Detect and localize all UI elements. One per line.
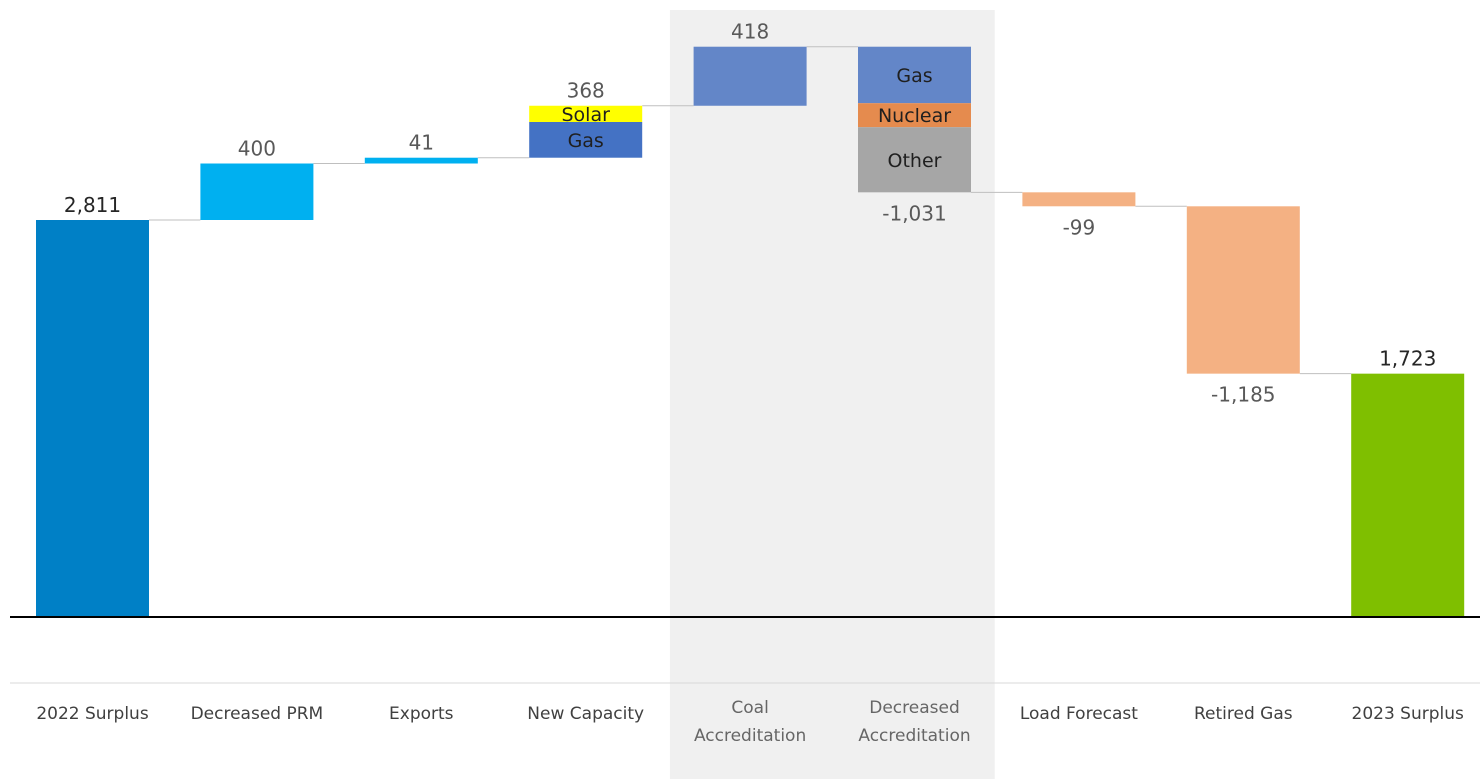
category-label-decreased-prm: Decreased PRM: [191, 704, 324, 724]
segment-label-other: Other: [888, 150, 942, 172]
bar-segment-decreased-accreditation-other: [858, 127, 971, 193]
category-label-exports: Exports: [389, 704, 454, 724]
bar-coal-accreditation: [693, 46, 807, 106]
category-label-decreased-accreditation-line1: Decreased: [869, 698, 960, 718]
value-label-retired-gas: -1,185: [1211, 383, 1275, 407]
value-label-decreased-prm: 400: [238, 137, 276, 161]
value-label-new-capacity: 368: [567, 79, 605, 103]
bar-load-forecast: [1022, 192, 1136, 207]
bar-retired-gas: [1186, 206, 1300, 374]
category-label-new-capacity: New Capacity: [527, 704, 644, 724]
segment-label-solar: Solar: [561, 104, 610, 126]
bar-segment-decreased-accreditation-nuclear: [858, 103, 971, 128]
value-label-exports: 41: [409, 131, 434, 155]
category-label-2022-surplus: 2022 Surplus: [36, 704, 149, 724]
category-label-coal-accreditation-line1: Coal: [731, 698, 768, 718]
value-label-coal-accreditation: 418: [731, 20, 769, 44]
value-label-2022-surplus: 2,811: [64, 193, 121, 217]
segment-label-gas: Gas: [896, 65, 932, 87]
segment-label-gas: Gas: [568, 130, 604, 152]
bar-2022-surplus: [36, 220, 149, 617]
bar-2023-surplus: [1351, 373, 1465, 617]
bar-decreased-prm: [200, 163, 314, 220]
bar-segment-new-capacity-solar: [529, 105, 643, 122]
segment-label-nuclear: Nuclear: [878, 105, 951, 127]
category-label-coal-accreditation-line2: Accreditation: [694, 726, 806, 746]
category-label-2023-surplus: 2023 Surplus: [1352, 704, 1465, 724]
value-label-decreased-accreditation: -1,031: [882, 201, 946, 225]
bar-layer: [36, 46, 1465, 617]
value-label-2023-surplus: 1,723: [1379, 347, 1436, 371]
label-layer: 2,811 2022 Surplus 400 Decreased PRM 41 Expor…: [36, 20, 1464, 746]
category-label-retired-gas: Retired Gas: [1194, 704, 1293, 724]
connector-layer: [149, 46, 1352, 375]
value-label-load-forecast: -99: [1063, 215, 1096, 239]
bar-segment-new-capacity-gas: [529, 121, 643, 158]
category-label-decreased-accreditation-line2: Accreditation: [858, 726, 970, 746]
bar-exports: [364, 157, 478, 164]
category-label-load-forecast: Load Forecast: [1020, 704, 1138, 724]
bar-segment-decreased-accreditation-gas: [858, 46, 971, 104]
